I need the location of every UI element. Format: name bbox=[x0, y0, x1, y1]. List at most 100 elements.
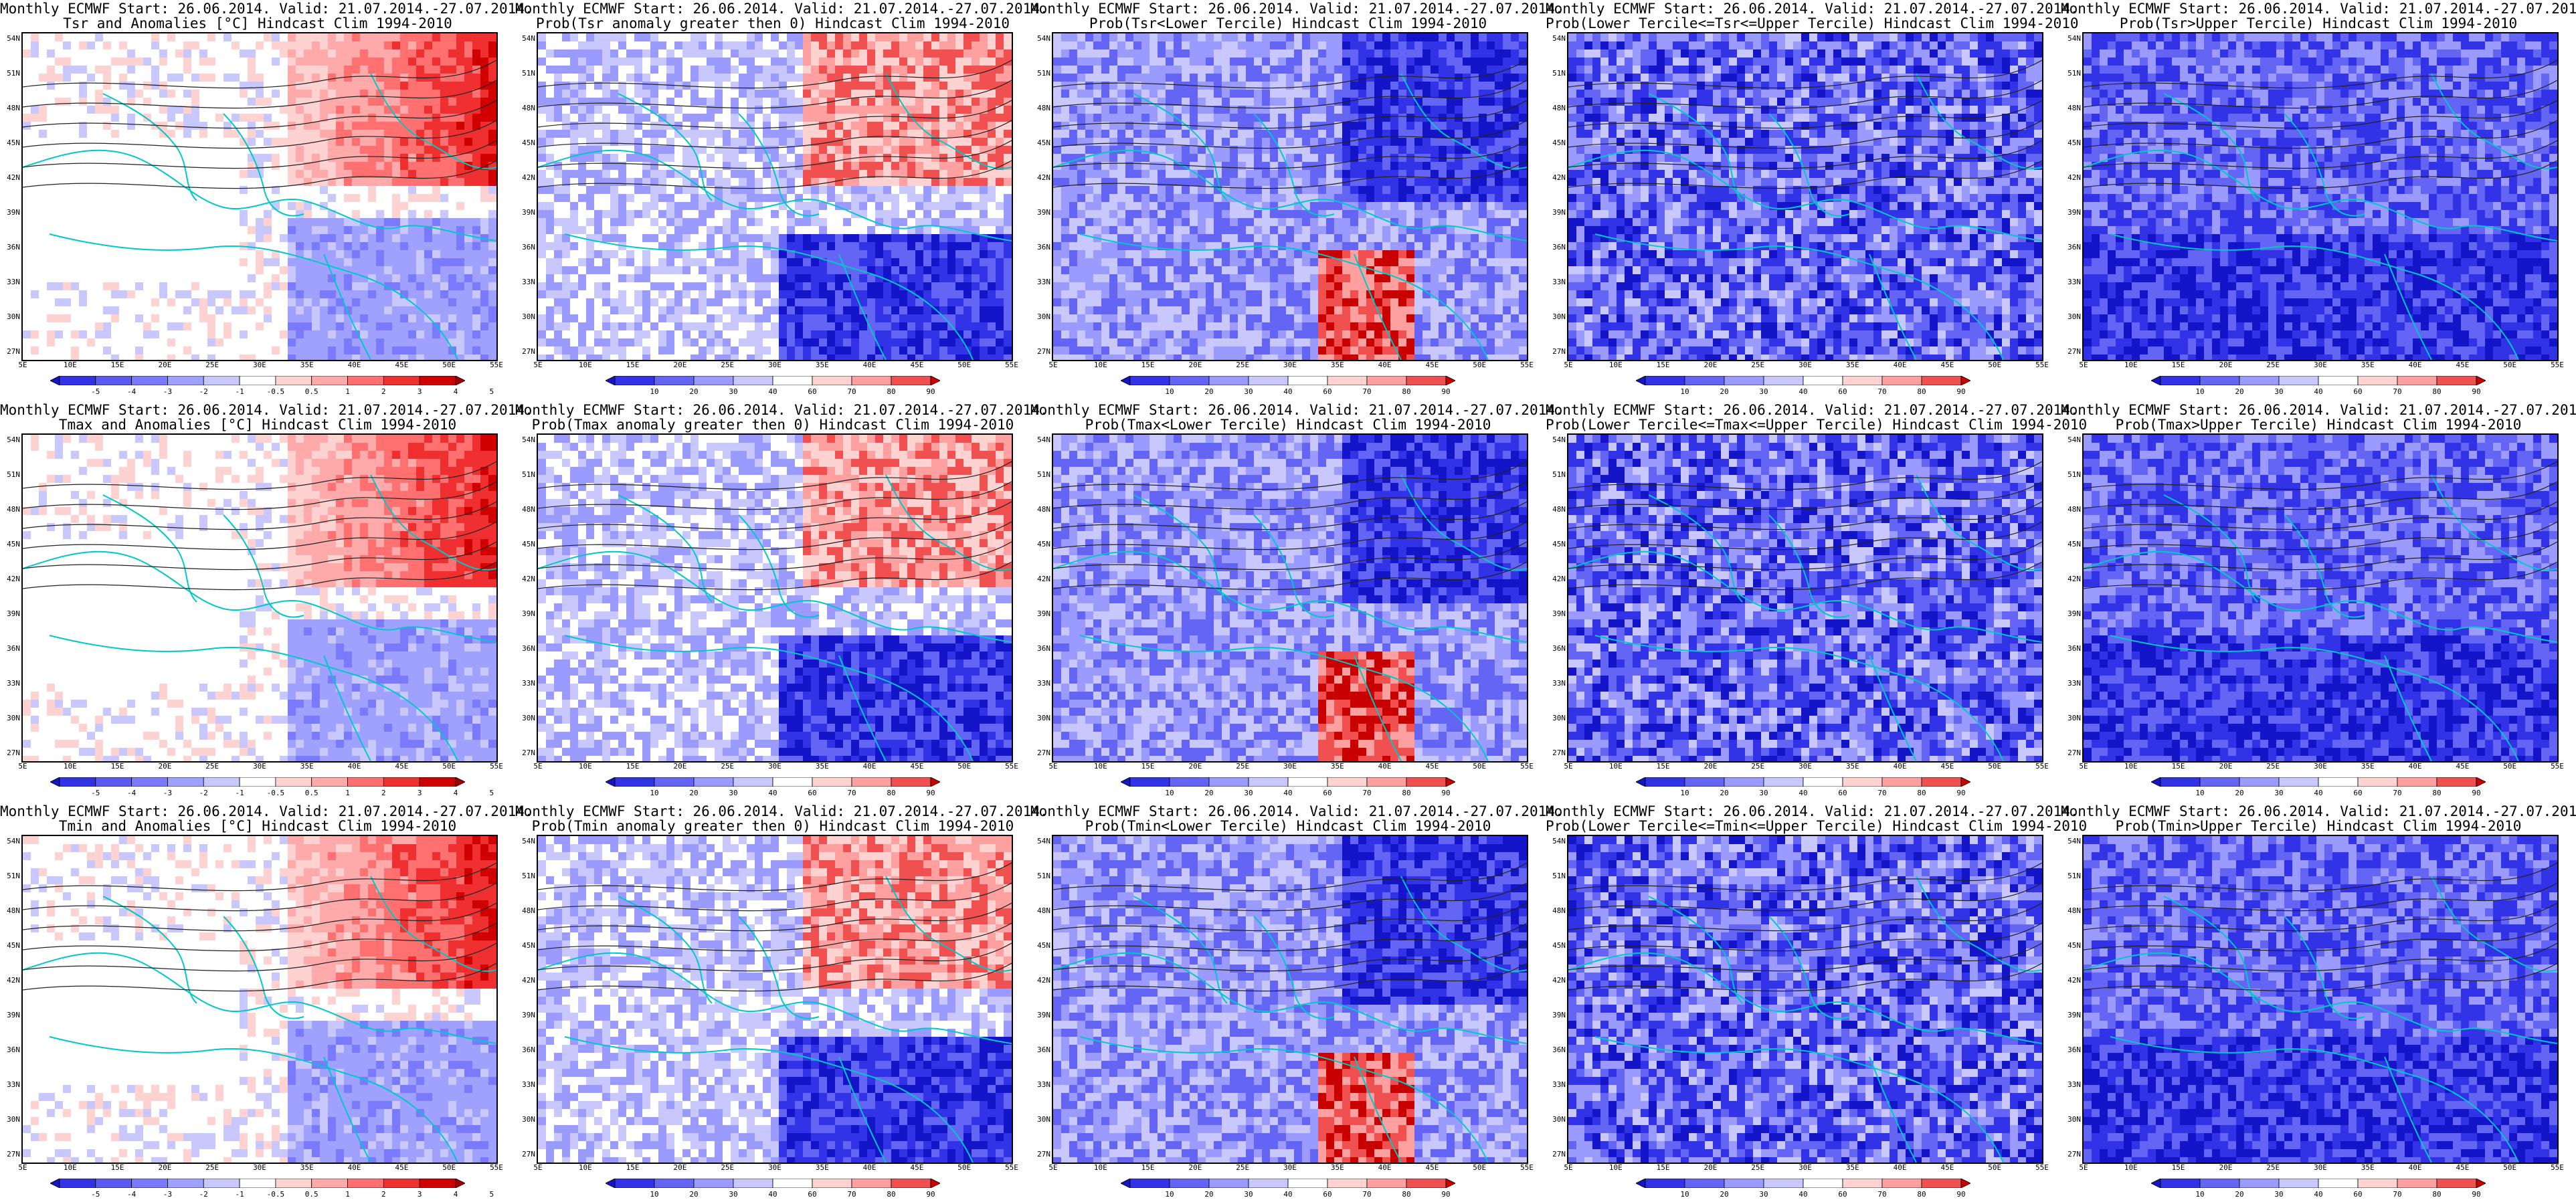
colorbar bbox=[2151, 1179, 2486, 1188]
longitude-label: 30E bbox=[761, 763, 788, 771]
latitude-label: 30N bbox=[1547, 1116, 1566, 1124]
colorbar-tick-label: 60 bbox=[1315, 789, 1340, 797]
colorbar-tick-label: 60 bbox=[1315, 388, 1340, 396]
longitude-label: 40E bbox=[341, 361, 368, 369]
longitude-label: 55E bbox=[998, 361, 1025, 369]
longitude-label: 25E bbox=[1229, 361, 1256, 369]
colorbar-tick-label: 80 bbox=[879, 789, 903, 797]
colorbar-tick-label: -1 bbox=[227, 789, 252, 797]
colorbar-tick-label: 30 bbox=[2267, 388, 2291, 396]
colorbar-tick-label: 70 bbox=[840, 388, 864, 396]
map-panel: Monthly ECMWF Start: 26.06.2014. Valid: … bbox=[515, 401, 1048, 803]
panel-title-line2: Prob(Tmin<Lower Tercile) Hindcast Clim 1… bbox=[1030, 819, 1546, 833]
latitude-label: 51N bbox=[2062, 70, 2081, 78]
longitude-label: 50E bbox=[1981, 1164, 2008, 1172]
colorbar-tick-label: -1 bbox=[227, 1191, 252, 1199]
panel-title-line1: Monthly ECMWF Start: 26.06.2014. Valid: … bbox=[0, 403, 533, 417]
map-panel: Monthly ECMWF Start: 26.06.2014. Valid: … bbox=[1030, 0, 1564, 401]
colorbar-tick-label: 4 bbox=[444, 388, 468, 396]
map-panel: Monthly ECMWF Start: 26.06.2014. Valid: … bbox=[2061, 0, 2576, 401]
longitude-label: 15E bbox=[2165, 361, 2192, 369]
longitude-label: 55E bbox=[2029, 361, 2055, 369]
colorbar-tick-label: 30 bbox=[2267, 1191, 2291, 1199]
panel-title-line2: Prob(Lower Tercile<=Tsr<=Upper Tercile) … bbox=[1546, 16, 2079, 31]
latitude-label: 36N bbox=[1, 645, 20, 653]
forecast-field bbox=[538, 435, 1012, 761]
panel-title-line2: Tmax and Anomalies [°C] Hindcast Clim 19… bbox=[0, 417, 515, 432]
colorbar-tick-label: 90 bbox=[2464, 789, 2488, 797]
latitude-label: 27N bbox=[1547, 749, 1566, 757]
colorbar-tick-label: 80 bbox=[1394, 1191, 1418, 1199]
longitude-label: 35E bbox=[294, 763, 320, 771]
forecast-field bbox=[2084, 435, 2557, 761]
longitude-label: 40E bbox=[1887, 1164, 1914, 1172]
latitude-label: 30N bbox=[1032, 313, 1050, 321]
map-panel: Monthly ECMWF Start: 26.06.2014. Valid: … bbox=[515, 803, 1048, 1204]
colorbar-tick-label: 2 bbox=[371, 1191, 395, 1199]
longitude-label: 40E bbox=[2402, 763, 2429, 771]
colorbar-tick-label: 20 bbox=[1712, 789, 1736, 797]
longitude-label: 30E bbox=[246, 1164, 273, 1172]
latitude-label: 39N bbox=[1, 209, 20, 217]
longitude-label: 50E bbox=[1466, 763, 1493, 771]
latitude-label: 45N bbox=[1032, 540, 1050, 548]
longitude-label: 55E bbox=[2029, 1164, 2055, 1172]
longitude-label: 55E bbox=[1513, 361, 1540, 369]
colorbar-tick-label: 90 bbox=[919, 789, 943, 797]
longitude-label: 50E bbox=[951, 1164, 978, 1172]
map-panel: Monthly ECMWF Start: 26.06.2014. Valid: … bbox=[1546, 401, 2087, 803]
colorbar-tick-label: 40 bbox=[1791, 388, 1815, 396]
panel-title-line1: Monthly ECMWF Start: 26.06.2014. Valid: … bbox=[515, 403, 1048, 417]
panel-title: Monthly ECMWF Start: 26.06.2014. Valid: … bbox=[1546, 1, 2079, 31]
forecast-field bbox=[23, 33, 496, 360]
colorbar-tick-label: 10 bbox=[1158, 789, 1182, 797]
latitude-label: 30N bbox=[2062, 714, 2081, 722]
longitude-label: 35E bbox=[809, 1164, 836, 1172]
latitude-label: 30N bbox=[2062, 313, 2081, 321]
colorbar-tick-label: 40 bbox=[1276, 1191, 1300, 1199]
longitude-label: 50E bbox=[436, 361, 462, 369]
latitude-label: 42N bbox=[517, 174, 535, 182]
colorbar-tick-label: 60 bbox=[2346, 1191, 2370, 1199]
longitude-label: 15E bbox=[1135, 763, 1162, 771]
longitude-label: 10E bbox=[572, 1164, 599, 1172]
forecast-field bbox=[1053, 33, 1527, 360]
longitude-label: 55E bbox=[483, 763, 510, 771]
longitude-label: 15E bbox=[620, 1164, 646, 1172]
latitude-label: 48N bbox=[1032, 506, 1050, 514]
colorbar-tick-label: 90 bbox=[1949, 1191, 1973, 1199]
colorbar-tick-label: 60 bbox=[2346, 789, 2370, 797]
longitude-label: 45E bbox=[1934, 763, 1960, 771]
latitude-label: 45N bbox=[1032, 942, 1050, 950]
latitude-label: 33N bbox=[517, 1081, 535, 1089]
longitude-label: 30E bbox=[1277, 763, 1303, 771]
latitude-label: 27N bbox=[1547, 1150, 1566, 1159]
latitude-label: 27N bbox=[1547, 348, 1566, 356]
latitude-label: 45N bbox=[1547, 942, 1566, 950]
longitude-label: 5E bbox=[9, 763, 36, 771]
longitude-label: 20E bbox=[151, 361, 178, 369]
longitude-label: 40E bbox=[341, 763, 368, 771]
forecast-map bbox=[1052, 433, 1528, 763]
panel-title: Monthly ECMWF Start: 26.06.2014. Valid: … bbox=[0, 1, 533, 31]
longitude-label: 45E bbox=[2449, 763, 2476, 771]
latitude-label: 54N bbox=[1032, 436, 1050, 444]
latitude-label: 39N bbox=[517, 1011, 535, 1019]
latitude-label: 30N bbox=[1, 714, 20, 722]
latitude-label: 42N bbox=[1547, 575, 1566, 583]
latitude-label: 27N bbox=[1032, 1150, 1050, 1159]
panel-title-line1: Monthly ECMWF Start: 26.06.2014. Valid: … bbox=[2061, 1, 2576, 16]
colorbar bbox=[1636, 777, 1970, 787]
latitude-label: 42N bbox=[1547, 174, 1566, 182]
forecast-map bbox=[1567, 433, 2043, 763]
colorbar-tick-label: 80 bbox=[1394, 388, 1418, 396]
longitude-label: 50E bbox=[2496, 1164, 2523, 1172]
colorbar-tick-label: 3 bbox=[407, 1191, 432, 1199]
colorbar-tick-label: 40 bbox=[2306, 789, 2330, 797]
longitude-label: 20E bbox=[1182, 1164, 1208, 1172]
latitude-label: 54N bbox=[1, 837, 20, 845]
colorbar-tick-label: -0.5 bbox=[264, 789, 288, 797]
longitude-label: 15E bbox=[104, 1164, 131, 1172]
colorbar-tick-label: -5 bbox=[84, 789, 108, 797]
latitude-label: 39N bbox=[1547, 209, 1566, 217]
